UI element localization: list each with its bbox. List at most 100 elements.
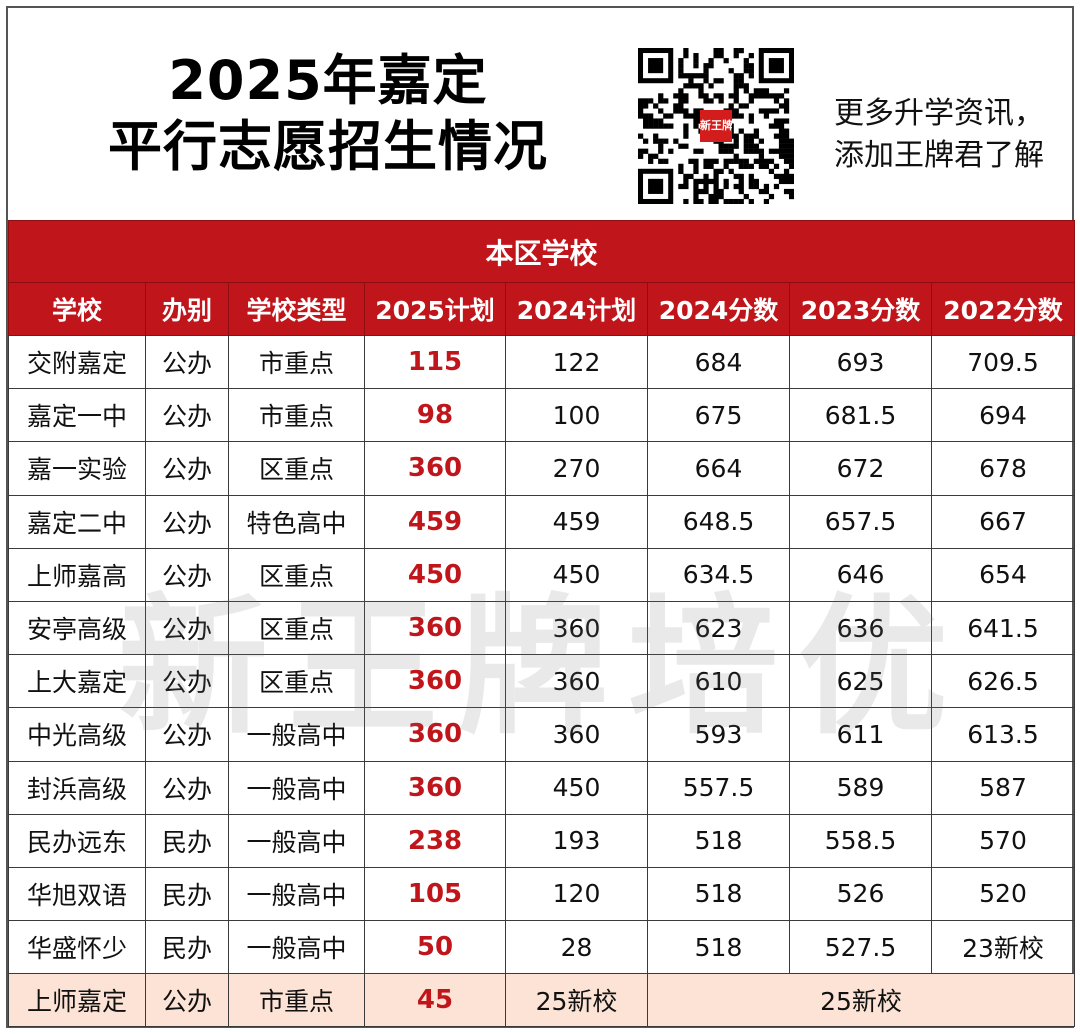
qr-code-pattern — [638, 48, 794, 204]
school-name-cell: 嘉定一中 — [8, 388, 146, 443]
table-row-new-school: 上师嘉定 公办 市重点 45 25新校 25新校 — [8, 973, 1076, 1028]
plan-2025-cell: 450 — [364, 547, 506, 602]
plan-2024-cell: 100 — [505, 388, 648, 443]
score-2023-cell: 693 — [789, 334, 932, 390]
table-row: 华旭双语 民办 一般高中 105 120 518 526 520 — [8, 866, 1076, 922]
header: 2025年嘉定 平行志愿招生情况 新王牌 更多升学资讯， 添加王牌君了解 — [8, 8, 1072, 222]
school-name-cell: 交附嘉定 — [8, 334, 146, 390]
plan-2024-cell: 25新校 — [505, 973, 648, 1028]
score-2024-cell: 518 — [647, 920, 790, 975]
score-2024-cell: 675 — [647, 388, 790, 443]
plan-2025-cell: 459 — [364, 494, 506, 549]
plan-2025-cell: 360 — [364, 707, 506, 762]
plan-2025-cell: 98 — [364, 388, 506, 443]
score-2023-cell: 625 — [789, 654, 932, 709]
type-cell: 民办 — [145, 813, 229, 868]
type-cell: 公办 — [145, 707, 229, 762]
type-cell: 公办 — [145, 494, 229, 549]
column-header: 2023分数 — [789, 282, 932, 336]
column-header-row: 学校 办别 学校类型 2025计划 2024计划 2024分数 2023分数 2… — [8, 282, 1076, 336]
score-2023-cell: 657.5 — [789, 494, 932, 549]
plan-2025-cell: 360 — [364, 441, 506, 496]
plan-2024-cell: 270 — [505, 441, 648, 496]
score-2022-cell: 570 — [930, 813, 1076, 868]
plan-2024-cell: 360 — [505, 600, 648, 656]
table-row: 嘉定一中 公办 市重点 98 100 675 681.5 694 — [8, 388, 1076, 443]
score-2024-cell: 518 — [647, 813, 790, 868]
score-2022-cell: 667 — [930, 494, 1076, 549]
column-header: 办别 — [145, 282, 229, 336]
category-cell: 市重点 — [228, 388, 365, 443]
section-header-row: 本区学校 — [7, 220, 1076, 283]
table-row: 嘉定二中 公办 特色高中 459 459 648.5 657.5 667 — [8, 494, 1076, 549]
category-cell: 特色高中 — [228, 494, 365, 549]
category-cell: 一般高中 — [228, 866, 365, 922]
table-row: 中光高级 公办 一般高中 360 360 593 611 613.5 — [8, 707, 1076, 762]
section-title: 本区学校 — [7, 220, 1076, 283]
table-row: 华盛怀少 民办 一般高中 50 28 518 527.5 23新校 — [8, 920, 1076, 975]
qr-code[interactable]: 新王牌 — [638, 48, 794, 204]
score-2024-cell: 593 — [647, 707, 790, 762]
score-2022-cell: 23新校 — [930, 920, 1076, 975]
category-cell: 区重点 — [228, 547, 365, 602]
scores-merged-cell: 25新校 — [646, 973, 1076, 1028]
type-cell: 民办 — [145, 866, 229, 922]
plan-2024-cell: 28 — [505, 920, 648, 975]
school-name-cell: 华旭双语 — [8, 866, 146, 922]
score-2023-cell: 526 — [789, 866, 932, 922]
title-line-1: 2025年嘉定 — [168, 49, 488, 112]
plan-2024-cell: 360 — [505, 654, 648, 709]
column-header: 学校类型 — [228, 282, 365, 336]
category-cell: 区重点 — [228, 600, 365, 656]
table-row: 封浜高级 公办 一般高中 360 450 557.5 589 587 — [8, 760, 1076, 815]
score-2022-cell: 709.5 — [930, 334, 1076, 390]
category-cell: 一般高中 — [228, 813, 365, 868]
qr-logo-badge: 新王牌 — [700, 110, 732, 142]
plan-2025-cell: 45 — [364, 973, 506, 1028]
type-cell: 公办 — [145, 973, 229, 1028]
type-cell: 公办 — [145, 441, 229, 496]
score-2022-cell: 654 — [930, 547, 1076, 602]
score-2023-cell: 636 — [789, 600, 932, 656]
score-2022-cell: 626.5 — [930, 654, 1076, 709]
score-2023-cell: 672 — [789, 441, 932, 496]
score-2023-cell: 558.5 — [789, 813, 932, 868]
promo-line-2: 添加王牌君了解 — [834, 138, 1044, 173]
plan-2025-cell: 50 — [364, 920, 506, 975]
score-2022-cell: 520 — [930, 866, 1076, 922]
score-2024-cell: 648.5 — [647, 494, 790, 549]
type-cell: 公办 — [145, 334, 229, 390]
plan-2024-cell: 360 — [505, 707, 648, 762]
score-2024-cell: 518 — [647, 866, 790, 922]
page-title: 2025年嘉定 平行志愿招生情况 — [48, 48, 608, 180]
score-2024-cell: 623 — [647, 600, 790, 656]
category-cell: 一般高中 — [228, 920, 365, 975]
category-cell: 区重点 — [228, 441, 365, 496]
plan-2025-cell: 360 — [364, 654, 506, 709]
category-cell: 一般高中 — [228, 707, 365, 762]
score-2022-cell: 641.5 — [930, 600, 1076, 656]
table-row: 民办远东 民办 一般高中 238 193 518 558.5 570 — [8, 813, 1076, 868]
school-name-cell: 上大嘉定 — [8, 654, 146, 709]
plan-2025-cell: 105 — [364, 866, 506, 922]
type-cell: 公办 — [145, 654, 229, 709]
school-name-cell: 华盛怀少 — [8, 920, 146, 975]
plan-2025-cell: 115 — [364, 334, 506, 390]
category-cell: 市重点 — [228, 973, 365, 1028]
school-name-cell: 民办远东 — [8, 813, 146, 868]
type-cell: 民办 — [145, 920, 229, 975]
type-cell: 公办 — [145, 760, 229, 815]
score-2023-cell: 527.5 — [789, 920, 932, 975]
score-2024-cell: 610 — [647, 654, 790, 709]
school-name-cell: 安亭高级 — [8, 600, 146, 656]
score-2024-cell: 557.5 — [647, 760, 790, 815]
poster-frame: 2025年嘉定 平行志愿招生情况 新王牌 更多升学资讯， 添加王牌君了解 本区学… — [6, 6, 1076, 1028]
column-header: 学校 — [8, 282, 146, 336]
plan-2024-cell: 450 — [505, 547, 648, 602]
column-header: 2024分数 — [647, 282, 790, 336]
column-header: 2022分数 — [930, 282, 1076, 336]
score-2024-cell: 684 — [647, 334, 790, 390]
plan-2024-cell: 193 — [505, 813, 648, 868]
category-cell: 区重点 — [228, 654, 365, 709]
school-name-cell: 上师嘉高 — [8, 547, 146, 602]
